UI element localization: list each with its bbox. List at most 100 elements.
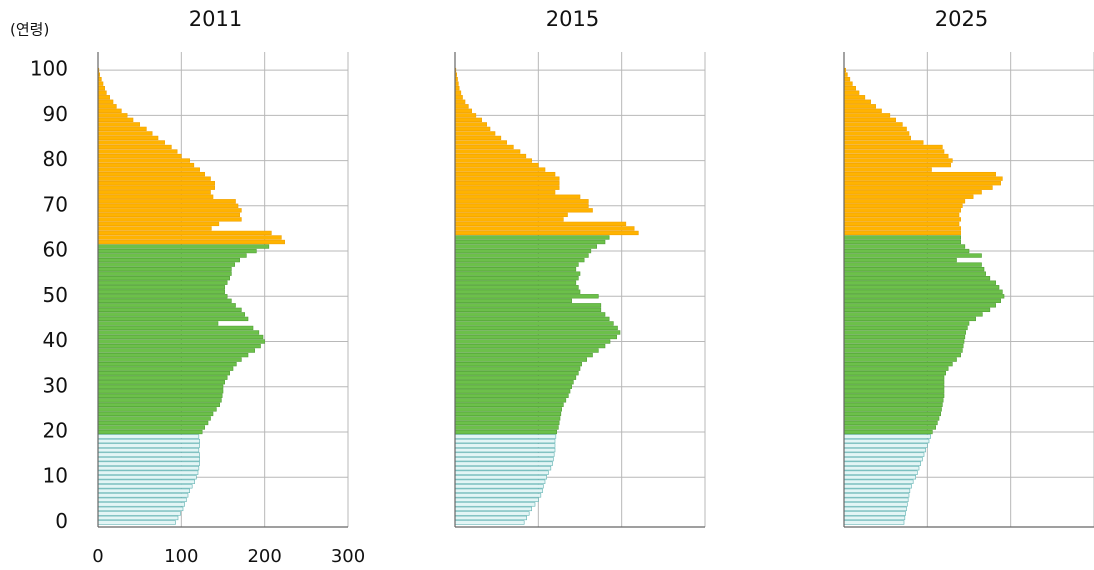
bar [454, 357, 587, 362]
bar [843, 104, 876, 109]
bar [97, 375, 228, 380]
y-tick-label: 70 [43, 192, 68, 216]
bar [454, 475, 547, 480]
bar [97, 452, 200, 457]
bar [843, 86, 856, 91]
bar [97, 497, 187, 503]
bar [454, 502, 536, 507]
bar [97, 366, 234, 371]
bar [97, 488, 190, 493]
bar [454, 434, 557, 439]
bar [97, 140, 165, 145]
bar [843, 185, 993, 190]
bar [97, 99, 114, 104]
bar [454, 226, 635, 231]
bar [454, 230, 639, 236]
bar [97, 271, 232, 276]
bar [843, 511, 906, 516]
bar [843, 217, 961, 222]
bar [97, 352, 249, 358]
y-tick-label: 80 [43, 147, 68, 171]
bar [843, 181, 1001, 186]
bar [843, 325, 968, 331]
bar [97, 285, 225, 290]
bar [843, 321, 970, 326]
bar [454, 420, 560, 426]
bar [843, 393, 945, 398]
bar [843, 429, 933, 435]
bar [843, 99, 871, 104]
bar [454, 194, 581, 199]
bar [843, 303, 996, 308]
bar [454, 352, 593, 358]
bar [843, 158, 953, 163]
bar [97, 520, 176, 525]
y-axis-label: (연령) [10, 21, 49, 39]
bar [454, 104, 469, 109]
x-tick-label: 0 [92, 546, 103, 567]
bar [454, 203, 589, 208]
bar [454, 375, 577, 380]
bar [454, 280, 577, 285]
bar [97, 307, 242, 313]
bar [454, 411, 562, 417]
bar [97, 276, 230, 281]
bar [843, 438, 930, 444]
bar [97, 190, 211, 195]
bar [454, 131, 496, 136]
bar [454, 452, 555, 457]
bar [97, 389, 224, 394]
bar [97, 343, 261, 349]
bar [843, 420, 938, 426]
bar [843, 452, 925, 457]
bar [454, 244, 597, 249]
y-tick-label: 90 [43, 102, 68, 126]
bar [843, 361, 953, 367]
bar [454, 398, 567, 403]
bar [454, 493, 542, 498]
chart-title: 2011 [189, 7, 242, 31]
bar [454, 443, 556, 448]
bar [97, 411, 214, 417]
bar [843, 352, 961, 358]
bar [843, 230, 961, 236]
bar [843, 135, 911, 141]
bar [843, 171, 996, 177]
bar [454, 126, 491, 132]
bar [454, 221, 627, 227]
bar [97, 208, 242, 213]
bar [843, 456, 923, 462]
bar [454, 447, 556, 453]
bar [97, 104, 117, 109]
bar [454, 235, 610, 240]
bar [843, 212, 960, 218]
chart-title: 2025 [935, 7, 988, 31]
bar [843, 407, 942, 412]
bar [843, 447, 926, 453]
bar [843, 199, 966, 204]
bar [454, 122, 487, 127]
bar [843, 221, 960, 227]
bar [454, 470, 549, 475]
bar [454, 239, 606, 245]
bar [454, 171, 556, 177]
bar [454, 162, 539, 168]
bar [454, 212, 568, 218]
bar [843, 466, 920, 471]
bar [843, 339, 965, 344]
bar [454, 199, 589, 204]
bar [843, 497, 909, 503]
bar [843, 126, 907, 132]
bar [97, 248, 257, 254]
bar [97, 447, 200, 453]
bar [97, 239, 285, 245]
bar [843, 208, 961, 213]
bar [97, 425, 205, 430]
bar [454, 298, 572, 303]
bar [97, 325, 254, 331]
chart-title: 2015 [546, 7, 599, 31]
bar [97, 257, 240, 263]
bar [454, 384, 572, 389]
bar [97, 194, 214, 199]
bar [97, 357, 242, 362]
